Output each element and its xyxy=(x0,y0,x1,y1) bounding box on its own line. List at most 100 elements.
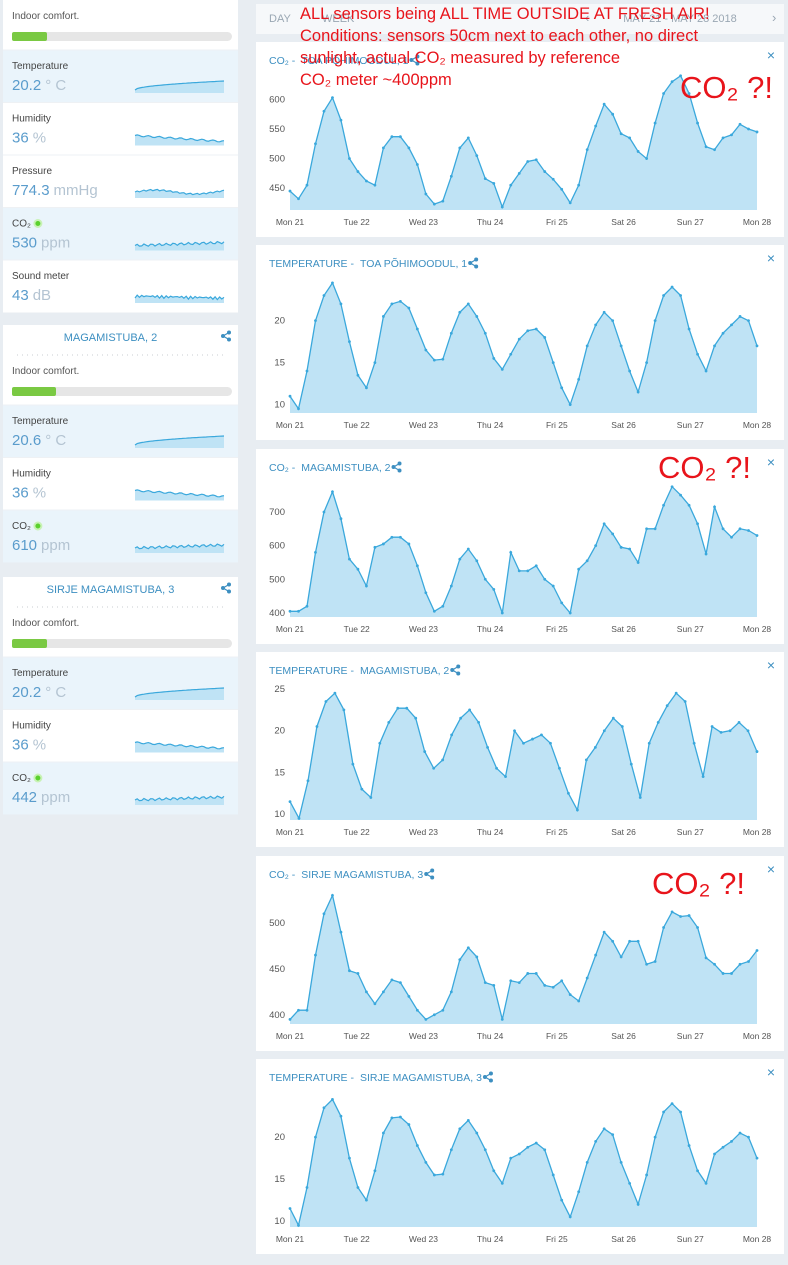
point xyxy=(360,787,364,791)
annotation-line: ALL sensors being ALL TIME OUTSIDE AT FR… xyxy=(300,5,710,23)
point xyxy=(449,990,453,994)
close-button[interactable]: × xyxy=(767,861,775,877)
y-tick-label: 550 xyxy=(269,124,285,135)
tab-day[interactable]: DAY xyxy=(269,13,291,25)
point xyxy=(721,331,725,335)
metric-row[interactable] xyxy=(3,405,238,458)
share-node xyxy=(456,664,461,669)
metric-label: CO₂ xyxy=(12,773,31,784)
metric-row[interactable] xyxy=(3,762,238,815)
point xyxy=(730,133,733,137)
metric-row[interactable] xyxy=(3,207,238,261)
point xyxy=(662,926,665,929)
comfort-track xyxy=(12,32,232,41)
metric-row[interactable] xyxy=(3,510,238,563)
point xyxy=(382,315,385,318)
annotation-callout: CO₂ ?! xyxy=(680,70,773,105)
point xyxy=(645,361,649,365)
share-icon[interactable] xyxy=(482,1071,493,1083)
share-node xyxy=(227,337,231,342)
point xyxy=(424,591,428,595)
close-button[interactable]: × xyxy=(767,47,775,63)
point xyxy=(365,990,368,994)
y-tick-label: 15 xyxy=(274,767,285,778)
share-node xyxy=(227,330,231,335)
x-tick-label: Sat 26 xyxy=(611,420,636,430)
metric-value: 530 ppm xyxy=(12,235,70,252)
point xyxy=(365,386,368,390)
share-icon[interactable] xyxy=(450,664,461,676)
point xyxy=(378,741,382,745)
point xyxy=(560,187,564,191)
point xyxy=(534,972,538,975)
metric-row[interactable] xyxy=(3,50,238,103)
share-node xyxy=(430,868,435,873)
share-node xyxy=(397,468,402,473)
point xyxy=(466,1118,470,1122)
chart-title: TEMPERATURE - MAGAMISTUBA, 2 xyxy=(269,665,449,677)
point xyxy=(441,604,445,608)
point xyxy=(713,1152,716,1156)
close-button[interactable]: × xyxy=(767,1064,775,1080)
x-tick-label: Tue 22 xyxy=(344,420,370,430)
point xyxy=(390,978,394,982)
point xyxy=(458,1127,462,1131)
point xyxy=(348,969,351,973)
share-icon[interactable] xyxy=(424,868,435,880)
unit: ppm xyxy=(41,789,70,806)
close-button[interactable]: × xyxy=(767,657,775,673)
point xyxy=(696,522,699,526)
point xyxy=(629,762,633,766)
metric-row[interactable] xyxy=(3,657,238,710)
point xyxy=(679,915,682,918)
point xyxy=(628,369,632,373)
point xyxy=(611,532,615,536)
x-tick-label: Fri 25 xyxy=(546,827,568,837)
metric-row[interactable] xyxy=(3,102,238,156)
close-button[interactable]: × xyxy=(767,454,775,470)
tab-week[interactable]: WEEK xyxy=(322,13,355,25)
area xyxy=(290,75,757,210)
point xyxy=(645,157,649,160)
x-tick-label: Thu 24 xyxy=(477,1234,504,1244)
point xyxy=(687,914,691,917)
x-tick-label: Thu 24 xyxy=(477,420,504,430)
share-icon[interactable] xyxy=(391,461,402,473)
value: 36 xyxy=(12,130,29,147)
metric-value: 43 dB xyxy=(12,287,51,304)
point xyxy=(755,750,759,753)
share-icon[interactable] xyxy=(468,257,479,269)
area xyxy=(290,282,757,413)
point xyxy=(585,976,589,980)
metric-row[interactable] xyxy=(3,155,238,208)
y-tick-label: 450 xyxy=(269,964,285,975)
x-tick-label: Mon 28 xyxy=(743,827,772,837)
x-tick-label: Tue 22 xyxy=(344,1031,370,1041)
toolbar xyxy=(256,4,784,34)
x-tick-label: Sun 27 xyxy=(677,217,704,227)
point xyxy=(424,348,428,352)
chart-title: CO₂ - TOA PÕHIMOODUL, 1 xyxy=(269,54,409,67)
metric-row[interactable] xyxy=(3,260,238,313)
metric-row[interactable] xyxy=(3,709,238,763)
point xyxy=(517,337,521,341)
room-title: MAGAMISTUBA, 2 xyxy=(64,332,158,344)
point xyxy=(432,1173,436,1177)
sparkline xyxy=(134,134,225,143)
point xyxy=(696,121,699,125)
close-button[interactable]: × xyxy=(767,250,775,266)
metric-row[interactable] xyxy=(3,457,238,511)
comfort-fill xyxy=(12,32,47,41)
share-icon[interactable] xyxy=(221,330,231,342)
next-arrow[interactable]: › xyxy=(772,10,776,25)
prev-arrow[interactable]: ‹ xyxy=(585,10,589,25)
point xyxy=(710,725,714,728)
share-icon[interactable] xyxy=(221,582,231,594)
point xyxy=(458,146,462,150)
share-node xyxy=(482,1075,487,1079)
share-icon[interactable] xyxy=(409,54,420,66)
x-tick-label: Thu 24 xyxy=(477,1031,504,1041)
sparkline-area xyxy=(135,81,224,93)
value: 36 xyxy=(12,737,29,754)
point xyxy=(568,403,572,407)
